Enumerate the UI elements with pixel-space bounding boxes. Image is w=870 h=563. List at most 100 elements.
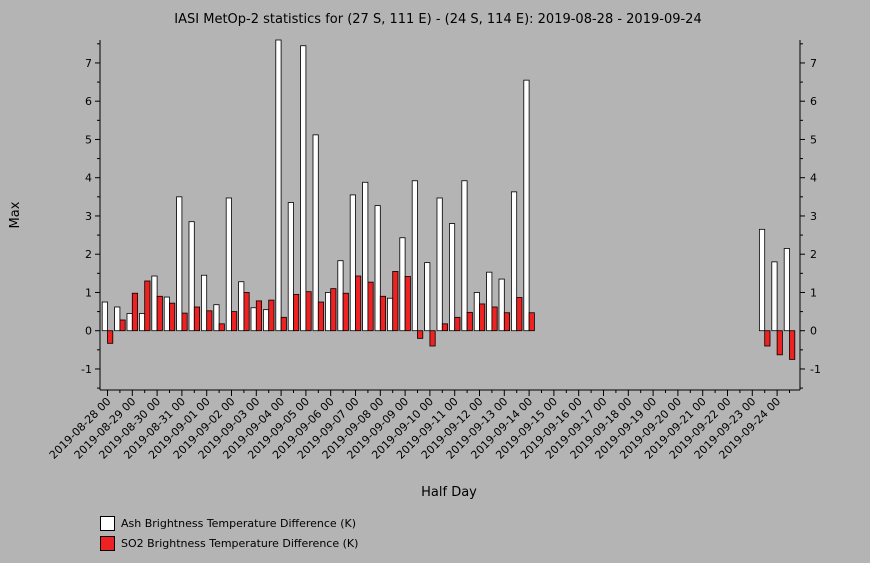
ash-bar — [126, 313, 133, 332]
ash-bar — [498, 278, 505, 332]
so2-bar — [454, 316, 461, 332]
so2-bar — [441, 323, 448, 332]
ash-bar — [250, 307, 257, 332]
so2-bar — [305, 291, 312, 332]
so2-bar — [503, 312, 510, 332]
y-tick-label-right: 3 — [810, 210, 817, 223]
so2-bar — [367, 281, 374, 332]
so2-bar — [268, 299, 275, 332]
so2-bar — [764, 330, 771, 347]
legend-swatch-ash — [100, 515, 115, 531]
ash-bar — [510, 191, 518, 332]
so2-bar — [429, 330, 436, 347]
y-axis-label: Max — [8, 201, 23, 228]
ash-bar — [461, 180, 468, 332]
y-tick-label-left: 4 — [85, 172, 92, 185]
ash-bar — [225, 197, 232, 332]
so2-bar — [206, 310, 213, 332]
so2-bar — [293, 293, 300, 332]
so2-bar — [479, 303, 486, 332]
ash-bar — [287, 202, 294, 332]
ash-bar — [312, 134, 319, 332]
ash-bar — [262, 309, 270, 332]
ash-bar — [374, 205, 381, 332]
ash-bar — [188, 221, 195, 332]
ash-bar — [138, 313, 146, 332]
y-tick-label-left: 5 — [85, 133, 92, 146]
so2-bar — [243, 292, 250, 332]
so2-bar — [218, 323, 225, 332]
ash-bar — [114, 306, 121, 332]
ash-bar — [386, 297, 394, 332]
y-tick-label-left: 1 — [85, 286, 92, 299]
y-tick-label-right: -1 — [810, 363, 821, 376]
so2-bar — [417, 330, 424, 339]
chart-title: IASI MetOp-2 statistics for (27 S, 111 E… — [174, 12, 701, 27]
ash-bar — [399, 237, 406, 332]
y-tick-label-left: 7 — [85, 57, 92, 70]
ash-bar — [101, 301, 108, 332]
so2-bar — [144, 280, 151, 332]
so2-bar — [528, 312, 535, 332]
ash-bar — [411, 180, 418, 332]
so2-bar — [789, 330, 796, 360]
y-tick-label-left: 3 — [85, 210, 92, 223]
ash-bar — [362, 181, 369, 332]
so2-bar — [491, 306, 498, 332]
y-tick-label-right: 2 — [810, 248, 817, 261]
ash-bar — [324, 292, 332, 332]
ash-bar — [176, 196, 183, 332]
ash-bar — [523, 79, 530, 332]
ash-bar — [771, 261, 778, 332]
so2-bar — [169, 302, 176, 332]
so2-bar — [466, 311, 473, 332]
ash-bar — [337, 260, 344, 332]
y-tick-label-left: -1 — [81, 363, 92, 376]
y-tick-label-right: 5 — [810, 133, 817, 146]
so2-bar — [516, 297, 523, 332]
y-tick-label-right: 6 — [810, 95, 817, 108]
y-tick-label-left: 2 — [85, 248, 92, 261]
ash-bar — [151, 275, 158, 332]
y-tick-label-left: 6 — [85, 95, 92, 108]
so2-bar — [119, 319, 126, 332]
y-tick-label-right: 7 — [810, 57, 817, 70]
ash-bar — [349, 194, 356, 332]
ash-bar — [163, 296, 170, 332]
so2-bar — [392, 271, 399, 332]
so2-bar — [255, 300, 262, 332]
so2-bar — [181, 312, 188, 332]
bars-layer — [101, 39, 796, 360]
ash-bar — [759, 228, 766, 332]
so2-bar — [379, 295, 386, 332]
ash-bar — [213, 304, 220, 332]
ash-bar — [200, 274, 208, 332]
y-tick-label-left: 0 — [85, 325, 92, 338]
so2-bar — [355, 275, 362, 332]
y-tick-label-right: 0 — [810, 325, 817, 338]
legend-swatch-so2 — [100, 535, 115, 551]
so2-bar — [193, 306, 201, 332]
so2-bar — [776, 330, 783, 356]
ash-bar — [783, 248, 790, 332]
ash-bar — [448, 223, 456, 332]
ash-bar — [238, 281, 245, 332]
so2-bar — [107, 330, 114, 344]
ash-bar — [275, 39, 282, 332]
so2-bar — [131, 292, 139, 332]
ash-bar — [436, 197, 443, 332]
legend: Ash Brightness Temperature Difference (K… — [100, 513, 358, 553]
ash-bar — [473, 292, 480, 332]
legend-label-so2: SO2 Brightness Temperature Difference (K… — [121, 536, 359, 550]
y-tick-label-right: 4 — [810, 172, 817, 185]
so2-bar — [404, 275, 411, 332]
so2-bar — [330, 288, 337, 332]
so2-bar — [231, 311, 238, 332]
legend-item-ash: Ash Brightness Temperature Difference (K… — [100, 513, 358, 533]
legend-item-so2: SO2 Brightness Temperature Difference (K… — [100, 533, 358, 553]
legend-label-ash: Ash Brightness Temperature Difference (K… — [121, 516, 356, 530]
ash-bar — [486, 271, 493, 332]
y-tick-label-right: 1 — [810, 286, 817, 299]
